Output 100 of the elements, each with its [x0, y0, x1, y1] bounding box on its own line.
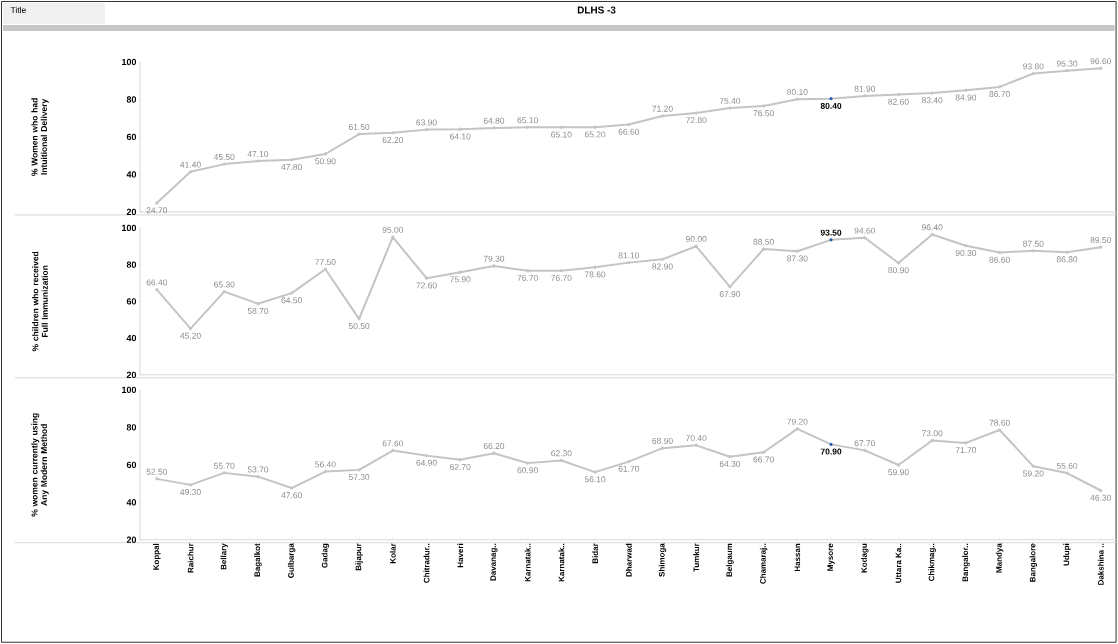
data-label: 66.40: [146, 279, 168, 286]
data-label: 90.00: [686, 236, 707, 243]
data-label: 45.50: [213, 154, 235, 161]
data-label: 71.70: [955, 447, 977, 454]
y-tick-label: 60: [126, 461, 137, 469]
point: [290, 158, 294, 162]
point: [896, 93, 901, 97]
point: [222, 162, 226, 166]
point: [762, 104, 766, 108]
point: [627, 261, 631, 265]
point: [1031, 72, 1035, 76]
point: [1031, 249, 1035, 253]
data-label: 52.50: [146, 468, 168, 475]
point: [323, 152, 327, 156]
data-label: 50.90: [315, 158, 336, 165]
point: [964, 244, 968, 248]
y-tick-label: 100: [122, 386, 137, 394]
point: [492, 451, 496, 455]
data-label: 49.30: [180, 489, 201, 496]
data-label: 66.20: [483, 443, 505, 450]
point: [795, 427, 799, 431]
data-label: 80.10: [787, 89, 808, 96]
data-label: 86.70: [989, 91, 1010, 98]
point: [290, 291, 294, 295]
point: [930, 438, 934, 443]
data-label: 45.20: [180, 332, 201, 339]
point: [1099, 489, 1103, 493]
data-label: 78.60: [989, 419, 1010, 426]
data-label: 65.10: [517, 117, 538, 124]
data-label: 76.70: [517, 275, 538, 282]
y-axis-title: % children who received Full Immunization: [32, 251, 48, 352]
point: [863, 94, 867, 98]
data-label: 64.80: [483, 117, 505, 124]
y-tick-label: 100: [122, 224, 137, 232]
y-tick-label: 20: [126, 208, 137, 216]
y-tick-label: 60: [126, 298, 137, 305]
data-label: 80.40: [820, 103, 842, 110]
data-label: 41.40: [180, 161, 201, 168]
point: [222, 290, 226, 294]
data-label: 93.50: [820, 229, 842, 236]
data-label: 65.10: [551, 131, 572, 138]
data-label: 95.00: [382, 227, 404, 234]
point: [762, 247, 766, 251]
point: [323, 470, 327, 474]
data-label: 62.20: [382, 137, 404, 144]
data-label: 61.50: [348, 124, 370, 131]
point: [155, 477, 159, 481]
data-label: 65.20: [584, 131, 606, 138]
y-tick-label: 20: [126, 536, 137, 544]
point: [896, 463, 901, 467]
data-label: 87.30: [787, 255, 808, 262]
data-label: 96.60: [1090, 58, 1111, 65]
point: [795, 249, 799, 253]
point: [458, 127, 462, 131]
point: [728, 455, 732, 459]
point: [762, 450, 766, 454]
point: [458, 270, 462, 274]
point: [627, 460, 631, 464]
text: Title: [10, 6, 26, 14]
point: [222, 471, 226, 475]
point: [593, 265, 597, 269]
y-tick-label: 80: [126, 96, 137, 103]
data-label: 64.30: [719, 461, 741, 468]
data-label: 64.10: [450, 133, 471, 140]
data-label: 56.10: [584, 476, 606, 483]
y-axis-title: % Women who had Intuitional Delivery: [31, 98, 49, 177]
point: [660, 446, 665, 450]
data-label: 84.90: [955, 94, 977, 101]
y-tick-label: 40: [126, 335, 137, 342]
point: [863, 448, 867, 453]
data-label: 78.60: [584, 271, 606, 278]
data-label: 96.40: [921, 224, 943, 231]
data-label: 80.90: [888, 267, 909, 274]
point: [728, 106, 732, 110]
data-label: 76.50: [753, 110, 774, 117]
point: [593, 470, 597, 474]
point: [188, 170, 193, 174]
point: [155, 201, 159, 205]
y-axis-title: % women currently using Any Modern Method: [31, 413, 49, 517]
point: [1065, 69, 1069, 73]
data-label: 66.60: [618, 128, 640, 135]
point: [256, 475, 260, 479]
data-label: 63.90: [416, 119, 437, 126]
data-label: 81.10: [618, 252, 640, 259]
data-label: 86.80: [1056, 256, 1078, 263]
point: [896, 261, 901, 265]
point: [391, 131, 395, 135]
point: [998, 428, 1002, 432]
point: [357, 468, 361, 472]
point: [357, 132, 361, 136]
point: [694, 111, 698, 115]
point: [188, 327, 193, 331]
y-tick-label: 100: [122, 58, 137, 66]
point: [1099, 245, 1103, 249]
data-label: 62.70: [450, 464, 471, 471]
point: [290, 486, 294, 490]
data-label: 53.70: [247, 466, 269, 473]
data-label: 59.90: [888, 469, 909, 476]
point: [526, 461, 530, 465]
data-label: 70.90: [820, 448, 842, 455]
